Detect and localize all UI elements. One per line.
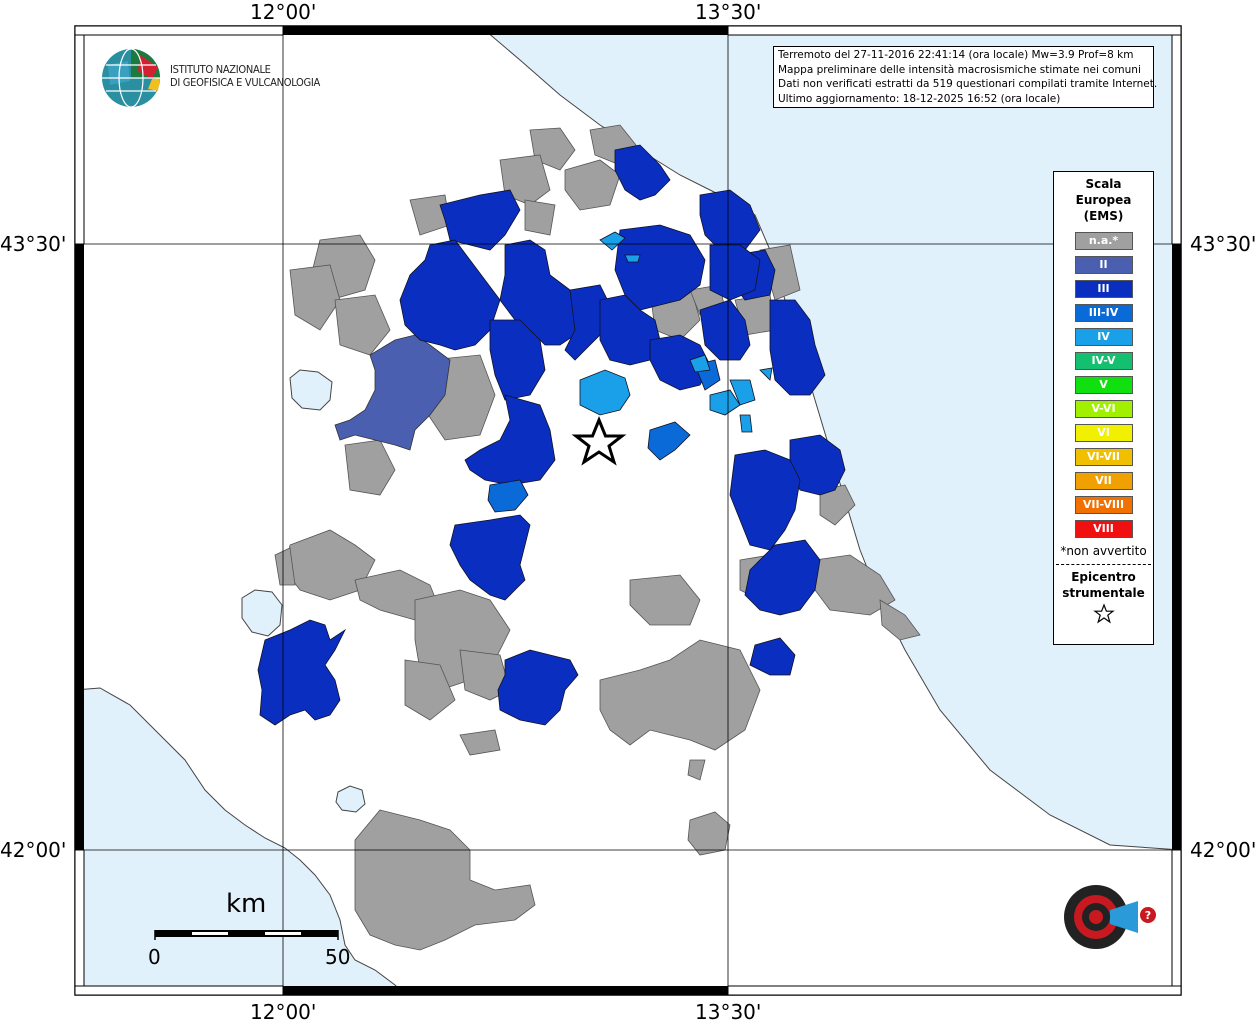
haisentito-logo-icon: ?	[1064, 885, 1156, 949]
graticule	[75, 26, 1181, 995]
scale-bar	[154, 930, 339, 940]
lake-bracciano	[335, 785, 366, 813]
intensity-III-areas	[257, 144, 846, 726]
lake-trasimeno	[289, 369, 333, 411]
intensity-III-IV-areas	[487, 359, 721, 513]
legend-item: VIII	[1074, 520, 1133, 538]
ingv-logo: ISTITUTO NAZIONALE DI GEOFISICA E VULCAN…	[100, 47, 320, 113]
scale-start-label: 0	[148, 945, 161, 969]
intensity-II-area	[334, 334, 451, 451]
legend-item: IV-V	[1074, 352, 1133, 370]
legend-epicenter-line1: Epicentro	[1071, 570, 1136, 584]
lat-label-left-bottom: 42°00'	[0, 838, 67, 862]
haisentito-logo: ?	[1030, 855, 1160, 979]
legend-item: VI	[1074, 424, 1133, 442]
scale-unit-label: km	[226, 889, 267, 919]
tyrrhenian-sea	[74, 687, 407, 996]
epicenter-star-icon	[571, 416, 627, 466]
legend-epicenter-line2: strumentale	[1062, 586, 1145, 600]
star-icon	[1092, 603, 1115, 624]
legend-item: II	[1074, 256, 1133, 274]
intensity-IV-areas	[579, 231, 773, 433]
legend-title-line3: (EMS)	[1083, 209, 1124, 223]
intensity-legend: Scala Europea (EMS) n.a.* II III III-IV IV IV…	[1053, 171, 1154, 645]
legend-note: *non avvertito	[1060, 544, 1147, 558]
scale-end-label: 50	[325, 945, 351, 969]
legend-item: VI-VII	[1074, 448, 1133, 466]
lake-bolsena	[241, 589, 283, 637]
lon-label-top-right: 13°30'	[695, 0, 762, 24]
earthquake-info-box: Terremoto del 27-11-2016 22:41:14 (ora l…	[773, 46, 1158, 108]
lon-label-bottom-right: 13°30'	[695, 1000, 762, 1024]
svg-text:?: ?	[1145, 909, 1151, 922]
legend-item: VII-VIII	[1074, 496, 1133, 514]
ingv-name-line1: ISTITUTO NAZIONALE	[170, 63, 271, 76]
legend-item: III	[1074, 280, 1133, 298]
legend-item: IV	[1074, 328, 1133, 346]
legend-item: n.a.*	[1074, 232, 1133, 250]
lon-label-top-left: 12°00'	[250, 0, 317, 24]
ingv-name-line2: DI GEOFISICA E VULCANOLOGIA	[170, 76, 320, 89]
ingv-globe-icon	[102, 48, 160, 108]
info-line-event: Terremoto del 27-11-2016 22:41:14 (ora l…	[778, 49, 1134, 61]
legend-items: n.a.* II III III-IV IV IV-V V V-VI VI VI-VII VII VI…	[1054, 232, 1153, 538]
legend-title-line2: Europea	[1075, 193, 1132, 207]
lat-label-right-top: 43°30'	[1190, 232, 1256, 256]
info-line-data-source: Dati non verificati estratti da 519 ques…	[778, 78, 1158, 90]
lat-label-right-bottom: 42°00'	[1190, 838, 1256, 862]
lat-label-left-top: 43°30'	[0, 232, 67, 256]
legend-item: III-IV	[1074, 304, 1133, 322]
lon-label-bottom-left: 12°00'	[250, 1000, 317, 1024]
legend-separator	[1056, 564, 1151, 565]
info-line-updated: Ultimo aggiornamento: 18-12-2025 16:52 (…	[778, 92, 1061, 105]
info-line-description: Mappa preliminare delle intensità macros…	[778, 63, 1141, 76]
legend-item: V-VI	[1074, 400, 1133, 418]
legend-item: V	[1074, 376, 1133, 394]
legend-item: VII	[1074, 472, 1133, 490]
legend-title-line1: Scala	[1085, 177, 1122, 191]
